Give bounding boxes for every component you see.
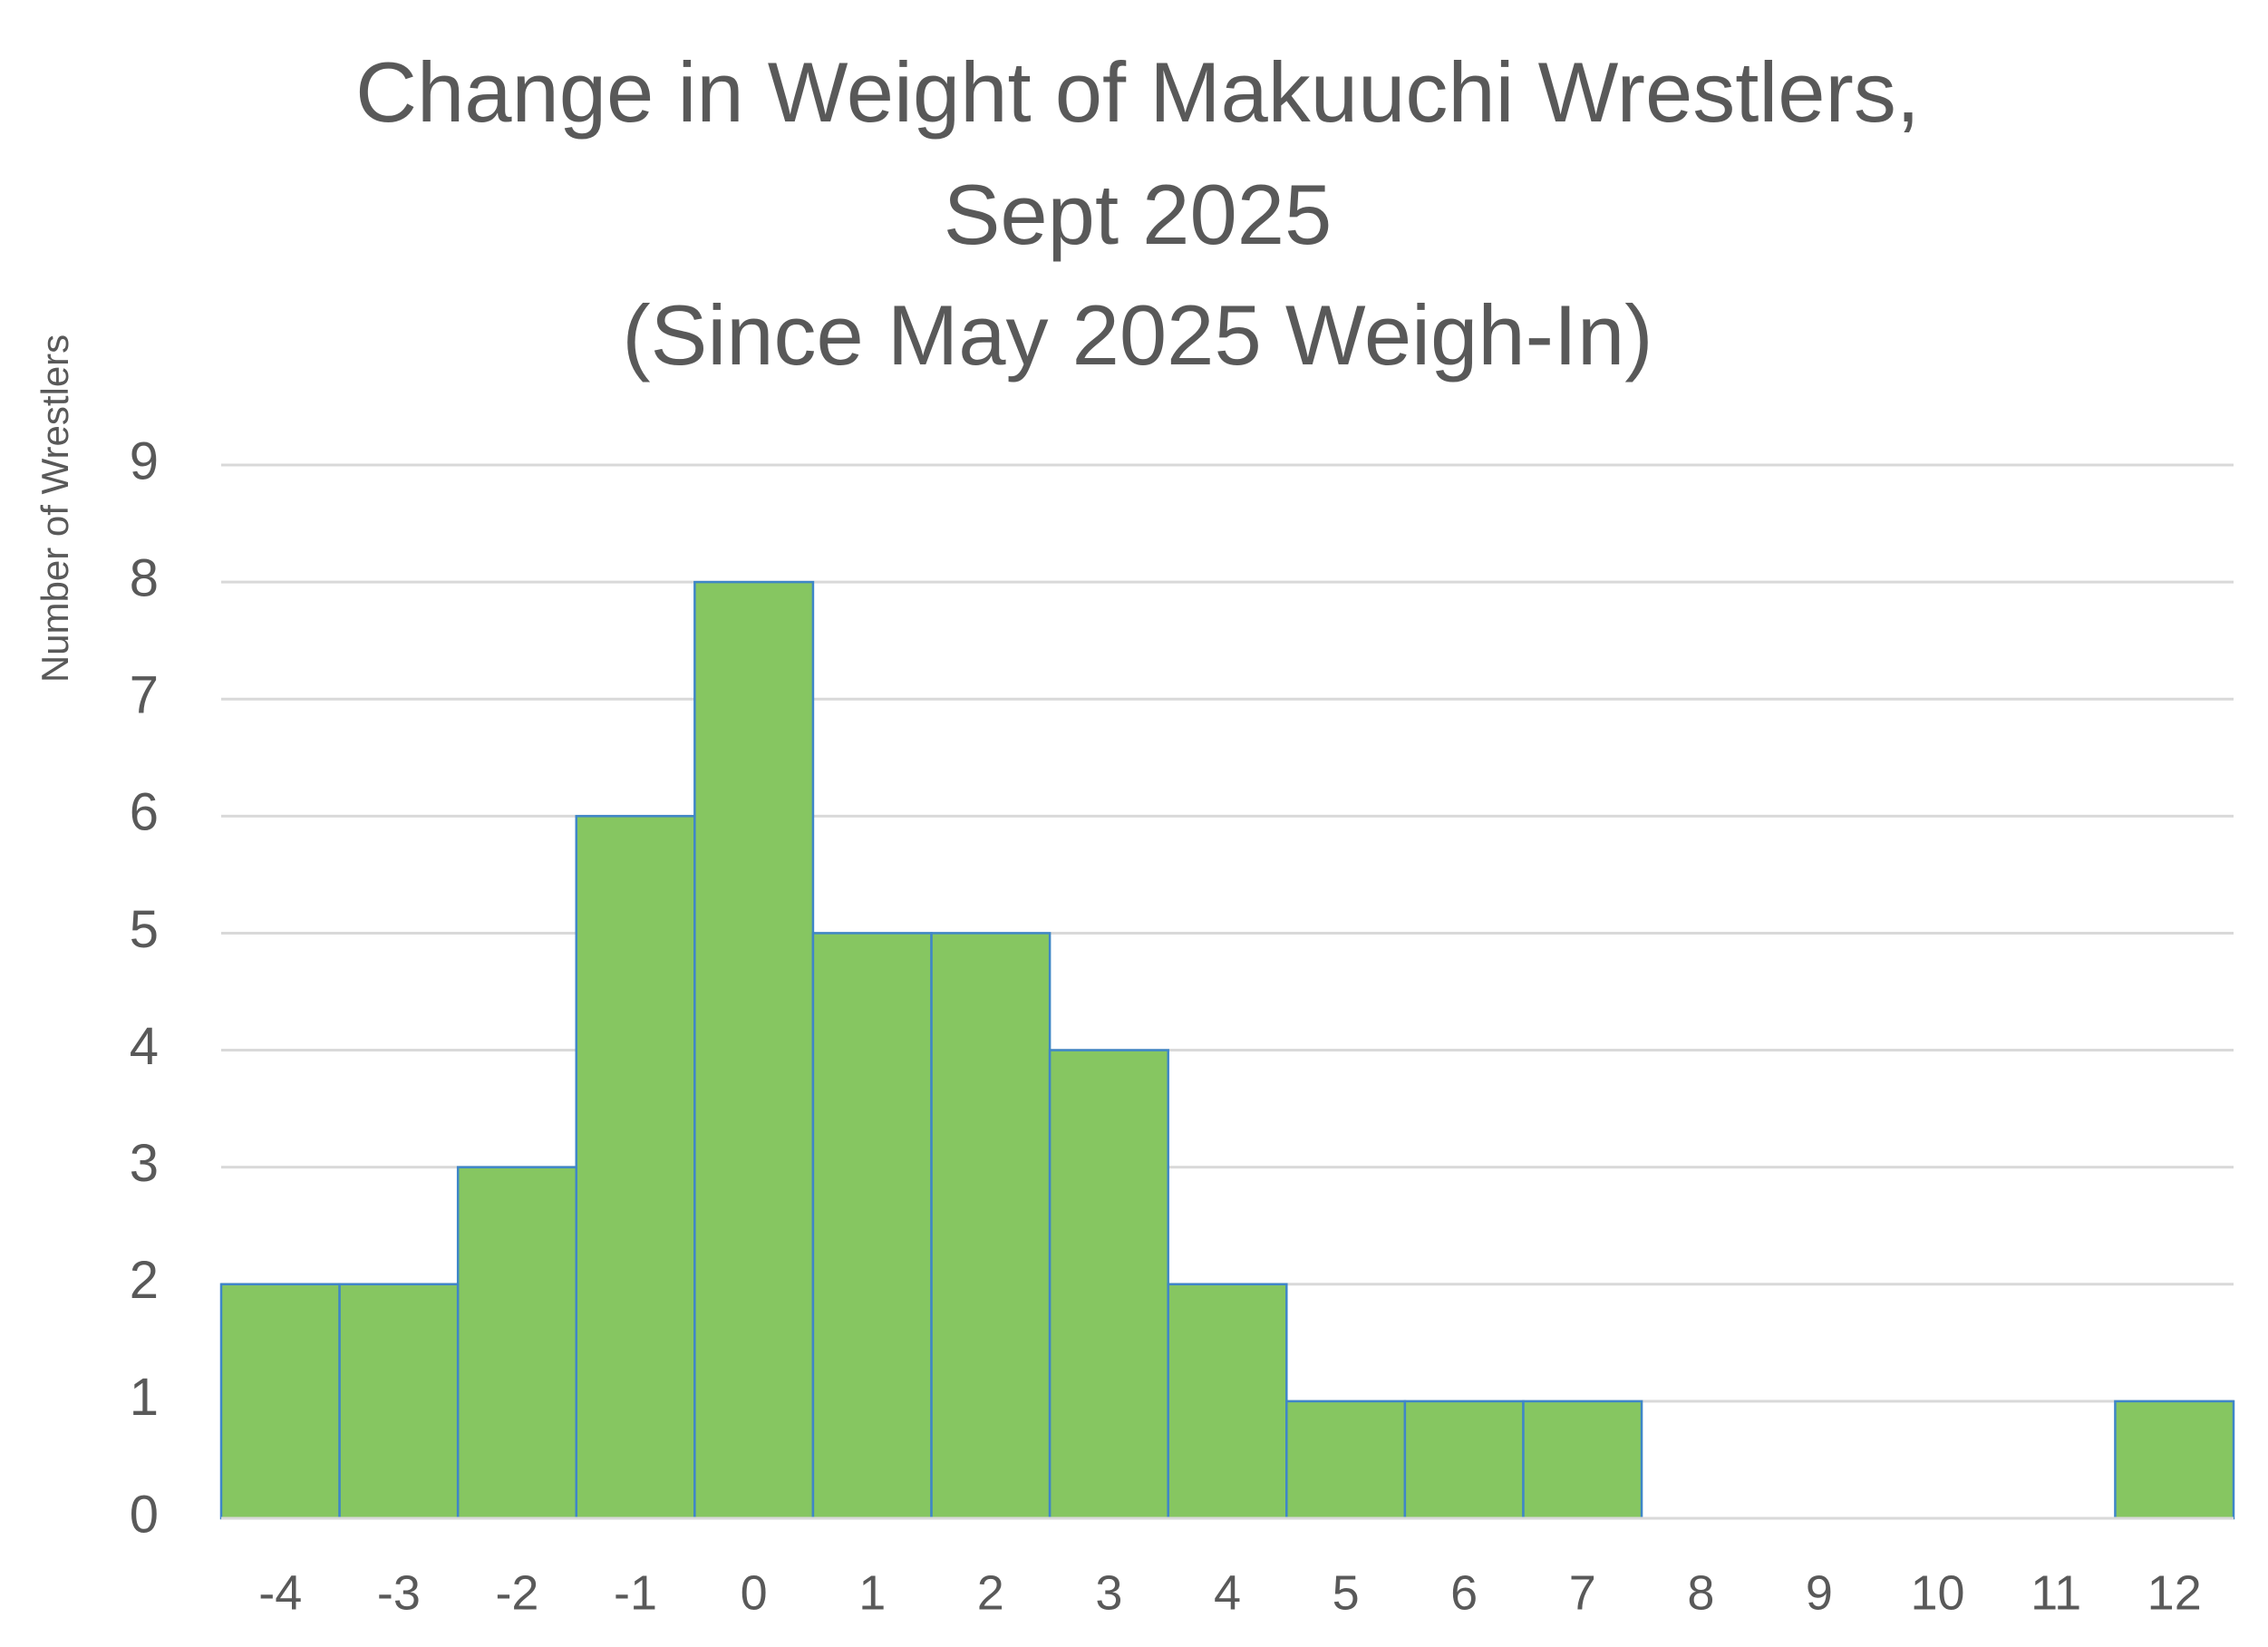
y-tick-label: 1 (130, 1368, 159, 1427)
bar (1285, 1400, 1407, 1520)
bar (219, 1283, 341, 1520)
y-tick-label: 3 (130, 1134, 159, 1193)
bar (1167, 1283, 1288, 1520)
bar (1522, 1400, 1643, 1520)
y-tick-label: 9 (130, 431, 159, 490)
x-tick-label: 1 (858, 1565, 886, 1620)
x-tick-label: 6 (1450, 1565, 1478, 1620)
x-tick-label: -1 (614, 1565, 657, 1620)
x-tick-label: 11 (2031, 1565, 2081, 1620)
y-tick-label: 4 (130, 1017, 159, 1076)
x-tick-label: -2 (495, 1565, 538, 1620)
x-tick-label: 0 (741, 1565, 768, 1620)
x-tick-label: 4 (1214, 1565, 1241, 1620)
y-tick-label: 6 (130, 783, 159, 842)
bar (2114, 1400, 2235, 1520)
x-tick-label: 2 (977, 1565, 1004, 1620)
y-tick-label: 7 (130, 666, 159, 725)
bar (1048, 1049, 1169, 1520)
y-tick-label: 2 (130, 1251, 159, 1310)
x-tick-label: 3 (1095, 1565, 1122, 1620)
y-tick-label: 5 (130, 900, 159, 959)
x-tick-label: 10 (1910, 1565, 1964, 1620)
y-tick-label: 8 (130, 548, 159, 607)
bar (693, 580, 815, 1520)
x-tick-label: 7 (1569, 1565, 1596, 1620)
x-tick-label: -3 (377, 1565, 421, 1620)
bar (456, 1166, 578, 1520)
x-tick-label: -4 (258, 1565, 302, 1620)
bar (338, 1283, 460, 1520)
bar (575, 815, 696, 1520)
x-tick-label: 12 (2147, 1565, 2202, 1620)
y-tick-label: 0 (130, 1485, 159, 1544)
chart-title: Change in Weight of Makuuchi Wrestlers, (355, 44, 1920, 140)
y-axis-label: Number of Wrestlers (34, 334, 76, 683)
chart-title: Sept 2025 (944, 167, 1333, 262)
x-tick-label: 8 (1687, 1565, 1714, 1620)
bar (930, 932, 1052, 1520)
x-tick-label: 5 (1333, 1565, 1360, 1620)
x-tick-label: 9 (1806, 1565, 1833, 1620)
chart-title: (Since May 2025 Weigh-In) (622, 287, 1653, 383)
bar (1403, 1400, 1525, 1520)
bar (811, 932, 933, 1520)
